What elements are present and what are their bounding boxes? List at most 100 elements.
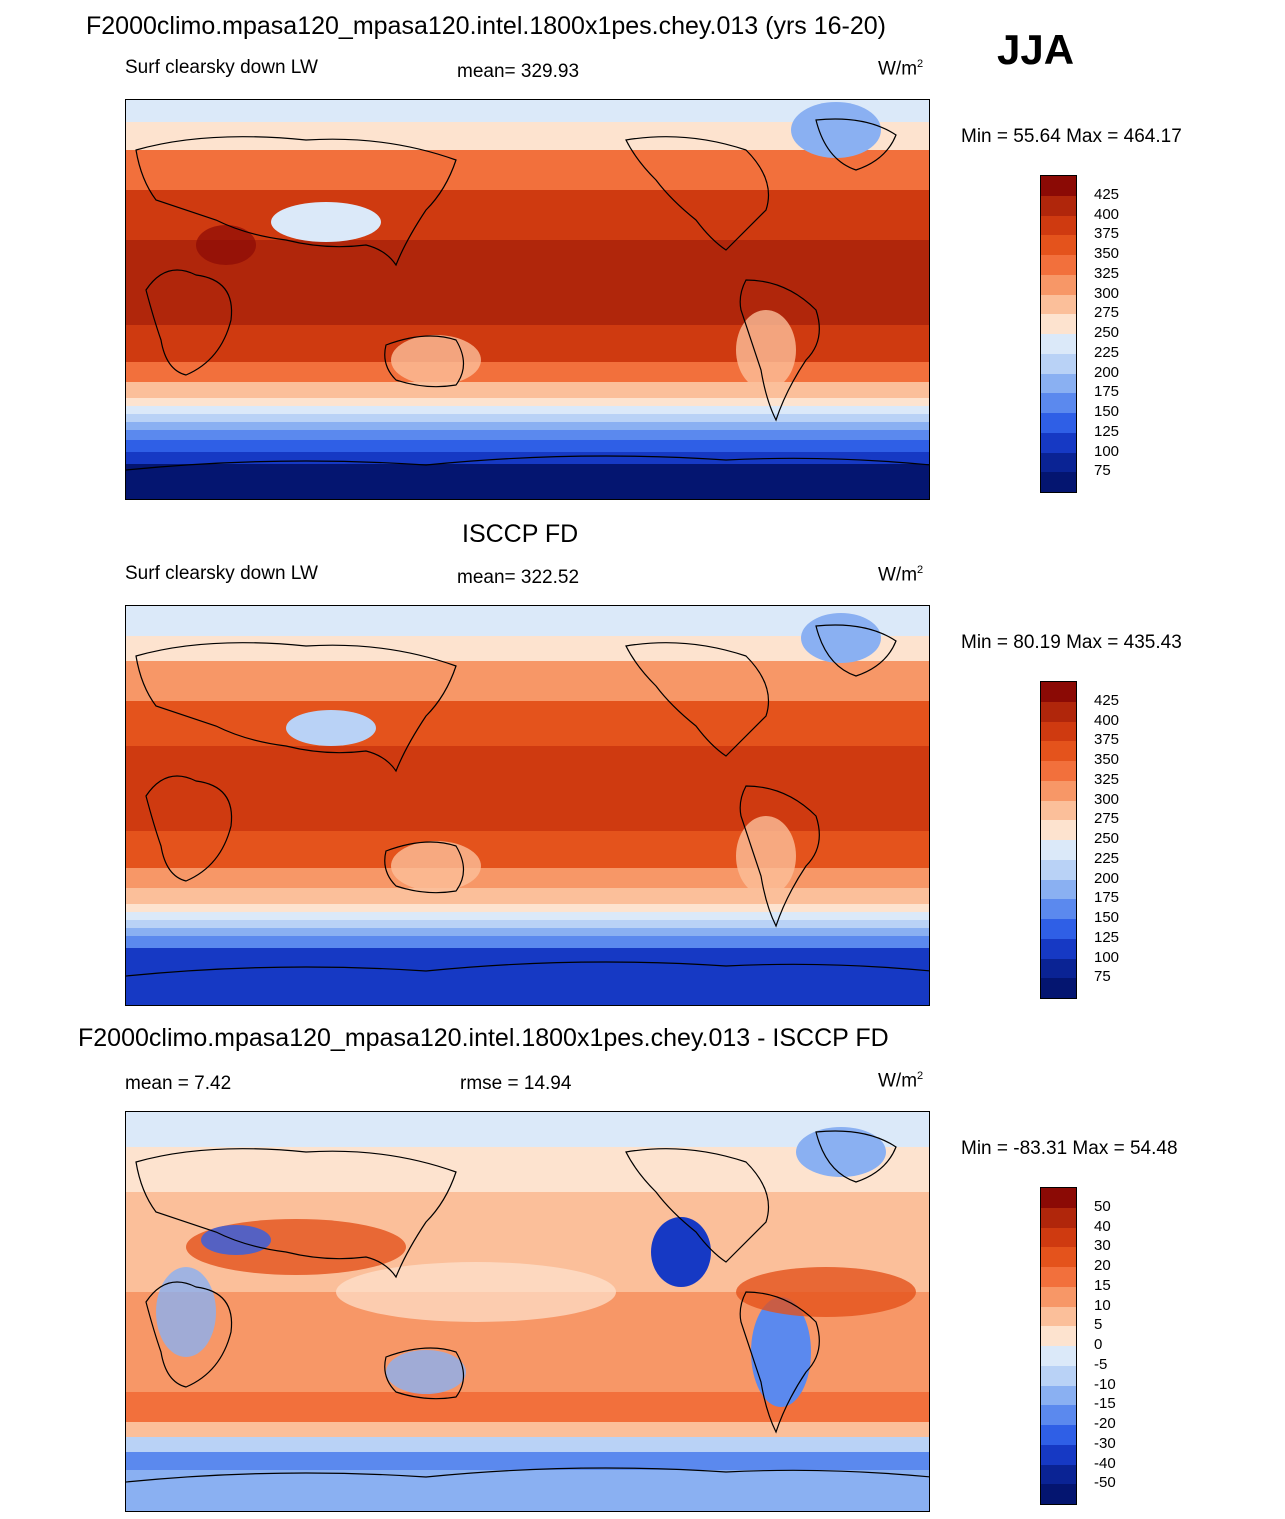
colorbar-swatch (1041, 294, 1076, 315)
colorbar-tick-label: 40 (1094, 1217, 1111, 1235)
colorbar-tick-label: -50 (1094, 1474, 1116, 1492)
colorbar-swatch (1041, 820, 1076, 840)
colorbar-swatch (1041, 978, 1076, 998)
panel-model-minmax: Min = 55.64 Max = 464.17 (961, 126, 1182, 147)
colorbar-tick-label: 50 (1094, 1197, 1111, 1215)
panel-model-variable: Surf clearsky down LW (125, 57, 318, 78)
colorbar-swatch (1041, 1306, 1076, 1327)
season-label: JJA (997, 26, 1075, 73)
colorbar-swatch (1041, 176, 1076, 196)
colorbar-tick-label: 225 (1094, 343, 1120, 361)
colorbar-swatch (1041, 373, 1076, 394)
colorbar-tick-label: 300 (1094, 790, 1120, 808)
colorbar-swatch (1041, 195, 1076, 216)
colorbar-tick-label: 125 (1094, 422, 1120, 440)
colorbar-tick-label: -20 (1094, 1415, 1116, 1432)
colorbar-swatch (1041, 1444, 1076, 1465)
map-obs-field (126, 606, 929, 1005)
colorbar-tick-label: 250 (1094, 830, 1120, 847)
colorbar-tick-label: 250 (1094, 324, 1120, 341)
colorbar-tick-label: 30 (1094, 1237, 1111, 1255)
coastlines (126, 1130, 929, 1483)
colorbar-tick-label: -30 (1094, 1434, 1116, 1452)
colorbar-swatch (1041, 413, 1076, 433)
colorbar-tick-label: 350 (1094, 751, 1120, 768)
colorbar-tick-label: -15 (1094, 1395, 1116, 1413)
colorbar-tick-label: 100 (1094, 948, 1120, 966)
colorbar-swatch (1041, 859, 1076, 880)
map-diff-field (126, 1112, 929, 1511)
colorbar-model (1040, 175, 1077, 493)
colorbar-tick-label: 400 (1094, 205, 1120, 223)
colorbar-tick-label: 175 (1094, 383, 1120, 401)
colorbar-tick-label: 200 (1094, 869, 1120, 887)
colorbar-tick-label: 350 (1094, 245, 1120, 262)
colorbar-tick-label: 5 (1094, 1316, 1103, 1334)
panel-obs-title: ISCCP FD (462, 520, 579, 548)
colorbar-tick-label: 100 (1094, 442, 1120, 460)
colorbar-swatch (1041, 1346, 1076, 1366)
colorbar-tick-label: 325 (1094, 770, 1120, 788)
colorbar-swatch (1041, 780, 1076, 801)
colorbar-swatch (1041, 334, 1076, 354)
colorbar-tick-label: 275 (1094, 304, 1120, 322)
colorbar-tick-label: 275 (1094, 810, 1120, 828)
colorbar-tick-label: 300 (1094, 284, 1120, 302)
colorbar-swatch (1041, 1247, 1076, 1267)
colorbar-swatch (1041, 1188, 1076, 1208)
colorbar-swatch (1041, 353, 1076, 374)
panel-diff-rmse: rmse = 14.94 (460, 1073, 572, 1094)
panel-diff-units: W/m2 (878, 1070, 924, 1092)
colorbar-swatch (1041, 761, 1076, 781)
colorbar-swatch (1041, 1207, 1076, 1228)
map-diff (125, 1111, 930, 1512)
colorbar-tick-label: -10 (1094, 1375, 1116, 1393)
colorbar-swatch (1041, 1326, 1076, 1346)
panel-obs-minmax: Min = 80.19 Max = 435.43 (961, 632, 1182, 653)
colorbar-obs (1040, 681, 1077, 999)
coastlines (126, 118, 929, 471)
panel-diff-mean: mean = 7.42 (125, 1073, 232, 1094)
colorbar-swatch (1041, 682, 1076, 702)
colorbar-tick-label: 10 (1094, 1296, 1111, 1314)
panel-diff-title: F2000climo.mpasa120_mpasa120.intel.1800x… (78, 1024, 889, 1052)
colorbar-swatch (1041, 840, 1076, 860)
panel-diff-minmax: Min = -83.31 Max = 54.48 (961, 1138, 1178, 1159)
colorbar-swatch (1041, 452, 1076, 473)
colorbar-swatch (1041, 1425, 1076, 1445)
colorbar-tick-label: 0 (1094, 1336, 1103, 1353)
colorbar-tick-label: 325 (1094, 264, 1120, 282)
figure-title: F2000climo.mpasa120_mpasa120.intel.1800x… (86, 12, 887, 40)
colorbar-tick-label: -40 (1094, 1454, 1116, 1472)
colorbar-swatch (1041, 919, 1076, 939)
colorbar-tick-label: 375 (1094, 731, 1120, 749)
colorbar-tick-label: 75 (1094, 968, 1111, 986)
colorbar-tick-label: 150 (1094, 403, 1120, 420)
colorbar-tick-label: 125 (1094, 928, 1120, 946)
colorbar-swatch (1041, 1365, 1076, 1386)
colorbar-swatch (1041, 938, 1076, 959)
colorbar-swatch (1041, 1405, 1076, 1425)
map-model (125, 99, 930, 500)
colorbar-swatch (1041, 393, 1076, 413)
panel-model-units: W/m2 (878, 58, 924, 80)
colorbar-swatch (1041, 472, 1076, 492)
colorbar-swatch (1041, 1227, 1076, 1248)
colorbar-swatch (1041, 215, 1076, 236)
colorbar-swatch (1041, 314, 1076, 334)
colorbar-tick-label: 15 (1094, 1276, 1111, 1294)
colorbar-tick-label: 425 (1094, 185, 1120, 203)
colorbar-swatch (1041, 274, 1076, 295)
colorbar-swatch (1041, 701, 1076, 722)
colorbar-tick-label: 375 (1094, 225, 1120, 243)
panel-model-mean: mean= 329.93 (457, 61, 580, 82)
colorbar-tick-label: -5 (1094, 1355, 1108, 1373)
panel-obs-units: W/m2 (878, 564, 924, 586)
colorbar-swatch (1041, 235, 1076, 255)
colorbar-swatch (1041, 1464, 1076, 1485)
colorbar-swatch (1041, 1385, 1076, 1406)
colorbar-swatch (1041, 741, 1076, 761)
colorbar-tick-label: 75 (1094, 462, 1111, 480)
colorbar-tick-label: 225 (1094, 849, 1120, 867)
colorbar-swatch (1041, 721, 1076, 742)
